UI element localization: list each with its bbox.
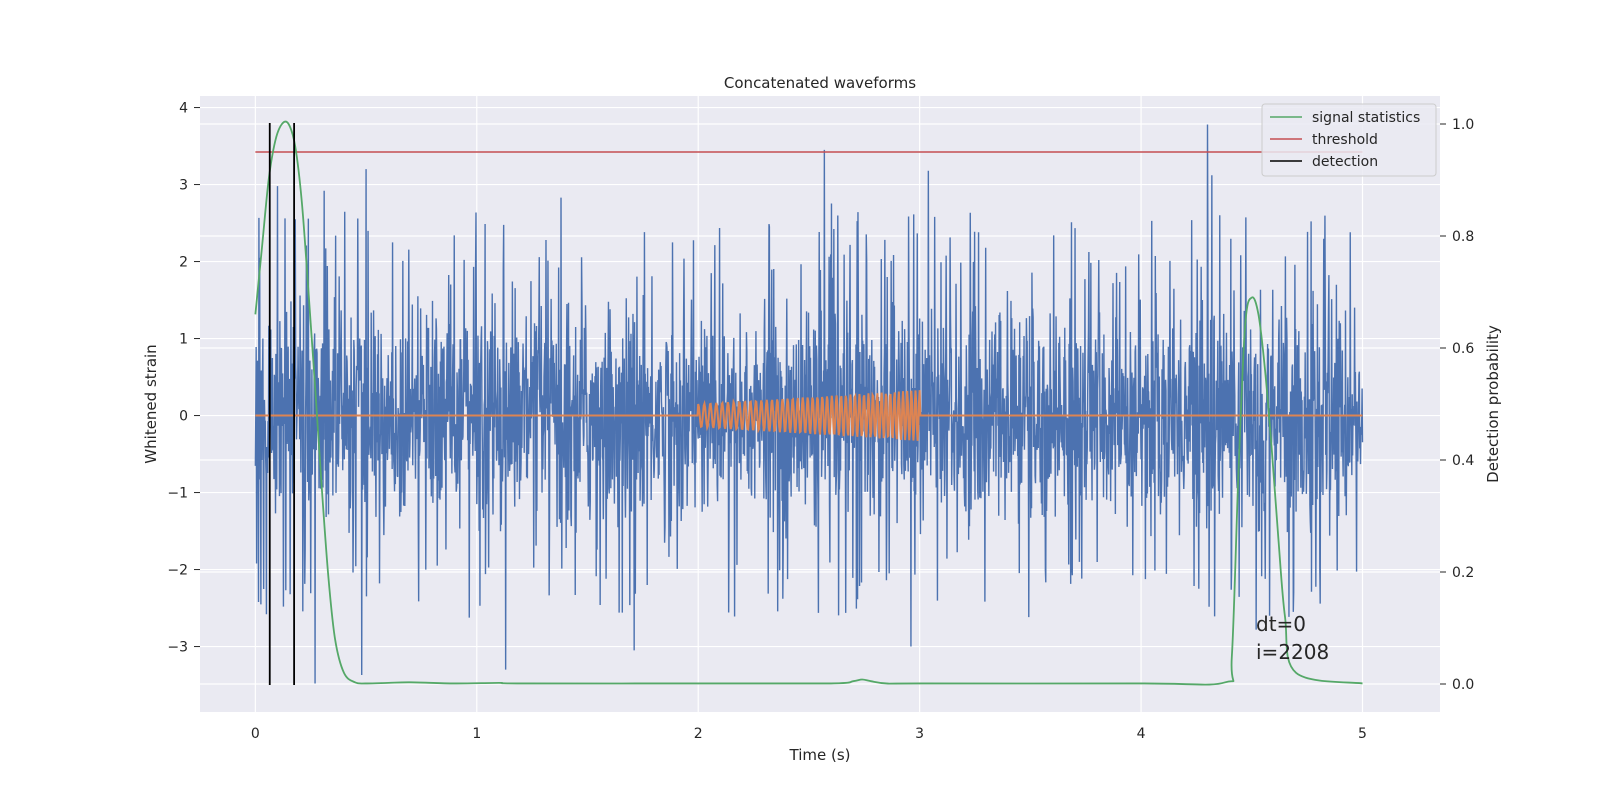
y-right-tick-label: 0.0 (1452, 677, 1474, 693)
y-left-tick-label: −1 (167, 486, 188, 502)
detection-series (268, 122, 296, 686)
y-left-tick-label: 3 (179, 178, 188, 194)
template-series (255, 390, 1363, 441)
x-tick-label: 4 (1137, 726, 1146, 742)
x-tick-label: 1 (472, 726, 481, 742)
y-right-tick-label: 0.6 (1452, 341, 1474, 357)
legend-box (1261, 103, 1437, 177)
annotation-index: i=2208 (1256, 640, 1329, 664)
y-left-tick-label: 2 (179, 255, 188, 271)
y-right-tick-label: 0.8 (1452, 229, 1474, 245)
axis-ticks: 0 1 2 3 4 5 −3 −2 −1 0 1 2 3 4 0.0 0.2 0.4 0.6 0.8 1.0 (167, 101, 1474, 742)
legend-label-statistics: signal statistics (1312, 110, 1420, 126)
y-left-tick-label: −2 (167, 563, 188, 579)
statistics-series (254, 120, 1363, 686)
y-right-tick-label: 1.0 (1452, 117, 1474, 133)
y-axis-left-label: Whitened strain (142, 344, 160, 463)
y-axis-right-label: Detection probability (1484, 325, 1502, 483)
y-right-tick-label: 0.2 (1452, 565, 1474, 581)
y-left-tick-label: 0 (179, 409, 188, 425)
chart-title: Concatenated waveforms (724, 74, 916, 92)
x-tick-label: 3 (915, 726, 924, 742)
x-tick-label: 5 (1358, 726, 1367, 742)
legend-label-threshold: threshold (1312, 132, 1378, 148)
template-line (255, 390, 1363, 441)
x-axis-label: Time (s) (789, 746, 851, 764)
y-left-tick-label: −3 (167, 640, 188, 656)
grid (200, 96, 1440, 712)
y-right-tick-label: 0.4 (1452, 453, 1474, 469)
annotation-dt: dt=0 (1256, 612, 1306, 636)
y-left-tick-label: 4 (179, 101, 188, 117)
legend: signal statistics threshold detection (1261, 103, 1437, 177)
statistics-line (254, 120, 1363, 686)
legend-label-detection: detection (1312, 154, 1378, 170)
x-tick-label: 2 (694, 726, 703, 742)
x-tick-label: 0 (251, 726, 260, 742)
y-left-tick-label: 1 (179, 332, 188, 348)
